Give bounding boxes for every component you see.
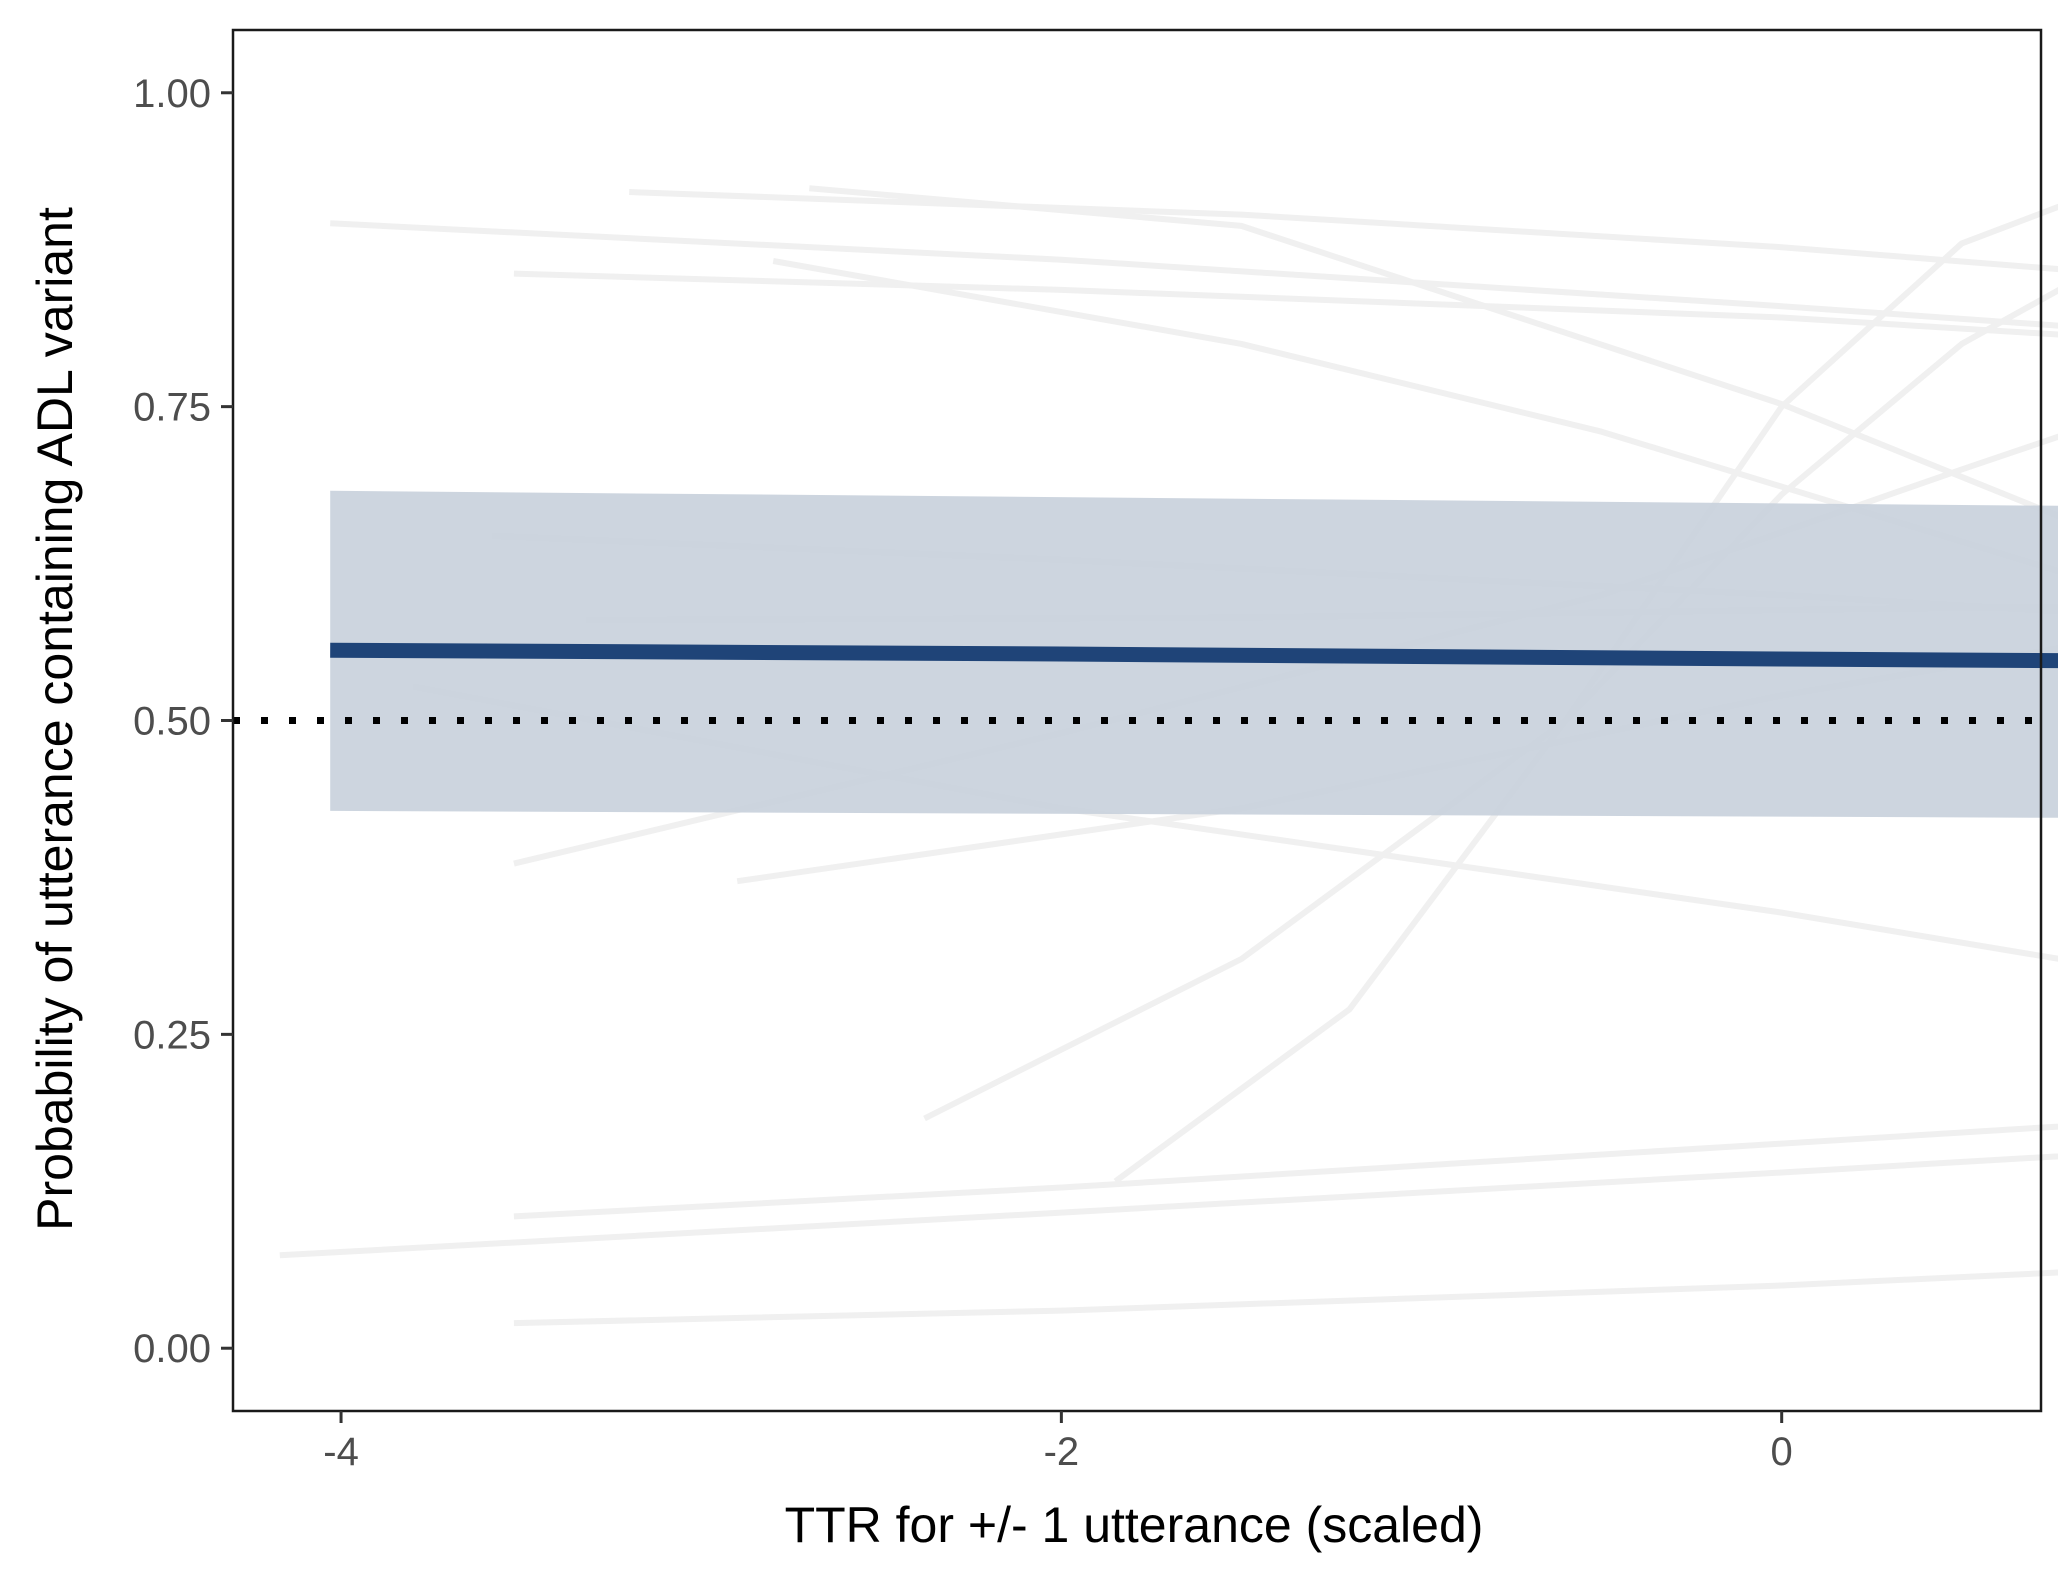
y-tick-label: 0.50 (133, 700, 211, 744)
x-axis-title: TTR for +/- 1 utterance (scaled) (785, 1497, 1484, 1553)
x-tick-label: -2 (1044, 1430, 1080, 1474)
x-tick-label: 0 (1771, 1430, 1793, 1474)
individual-line-15 (514, 1265, 2058, 1323)
individual-line-13 (280, 1147, 2058, 1255)
individual-line-1 (629, 192, 2058, 281)
y-axis-title: Probability of utterance containing ADL … (27, 207, 83, 1231)
x-axis: -4 -2 0 (323, 1411, 1793, 1474)
y-tick-label: 0.75 (133, 386, 211, 430)
y-tick-label: 0.00 (133, 1327, 211, 1371)
y-tick-label: 1.00 (133, 72, 211, 116)
y-tick-label: 0.25 (133, 1013, 211, 1057)
x-tick-label: -4 (323, 1430, 359, 1474)
y-axis: 0.00 0.25 0.50 0.75 1.00 (133, 72, 233, 1371)
